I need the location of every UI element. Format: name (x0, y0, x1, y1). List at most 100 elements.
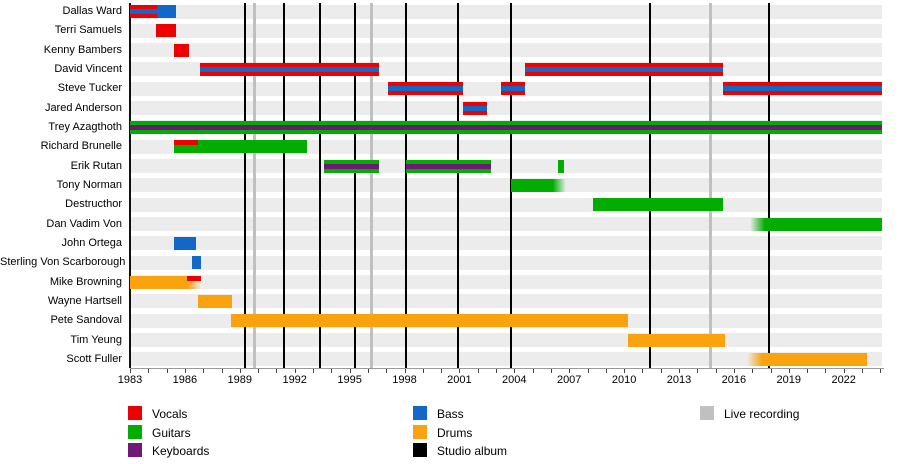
x-axis-tick (148, 369, 150, 373)
studio-album-line (354, 3, 357, 368)
x-axis-tick (770, 369, 772, 373)
keyboards-legend-swatch (128, 443, 142, 457)
timeline-bar (525, 62, 723, 76)
x-axis-tick (313, 369, 314, 373)
x-axis-label: 2001 (447, 374, 472, 386)
member-label: Mike Browning (49, 275, 122, 288)
y-axis-line (129, 3, 131, 368)
x-axis-tick (843, 369, 845, 373)
member-label: Pete Sandoval (50, 314, 122, 327)
x-axis-tick (587, 369, 589, 373)
x-axis-label: 1989 (227, 374, 253, 386)
x-axis-tick (715, 369, 717, 373)
timeline-bar (173, 140, 308, 154)
member-label: Destructhor (65, 198, 122, 211)
member-label: Dan Vadim Von (46, 217, 122, 230)
x-axis-tick (184, 369, 186, 373)
x-axis-tick (221, 369, 223, 373)
member-label: Kenny Bambers (43, 43, 122, 56)
x-axis-label: 1995 (337, 374, 362, 386)
timeline-bar (746, 352, 868, 366)
member-label: David Vincent (54, 62, 122, 75)
x-axis-tick (404, 369, 406, 373)
x-axis-tick (660, 369, 662, 373)
x-axis-tick (642, 369, 644, 373)
x-axis-tick (550, 369, 552, 373)
timeline-bar (722, 82, 883, 96)
timeline-bar (558, 159, 564, 173)
member-label: Jared Anderson (44, 101, 122, 114)
member-row-band (130, 294, 882, 309)
member-label: Scott Fuller (66, 352, 122, 365)
x-axis-tick (422, 369, 424, 373)
member-label: John Ortega (61, 236, 122, 249)
x-axis-label: 2013 (666, 374, 692, 386)
x-axis-tick (697, 369, 699, 373)
member-row-band (130, 4, 882, 19)
legend-label: Drums (437, 425, 473, 440)
timeline-bar (406, 159, 491, 173)
member-row-band (130, 23, 882, 38)
timeline-bar (627, 333, 725, 347)
x-axis-tick (825, 369, 827, 373)
timeline-bar (463, 101, 487, 115)
timeline-bar (501, 82, 526, 96)
timeline-bar (173, 43, 189, 57)
live-recording-line (708, 3, 712, 368)
timeline-bar (323, 159, 379, 173)
live-recording-line (370, 3, 374, 368)
timeline-bar (230, 314, 628, 328)
studio-album-line (456, 3, 459, 368)
legend-label: Keyboards (152, 444, 210, 458)
x-axis-label: 2004 (502, 374, 527, 386)
x-axis-label: 2016 (721, 374, 747, 386)
studio-album-line (767, 3, 770, 368)
x-axis-tick (569, 369, 571, 373)
x-axis-tick (294, 369, 296, 373)
x-axis-tick (276, 369, 278, 373)
bass-legend-swatch (413, 406, 427, 420)
x-axis-tick (752, 369, 754, 373)
timeline-bar (192, 256, 202, 270)
x-axis-tick (367, 369, 369, 373)
x-axis-tick (788, 369, 790, 373)
timeline-bar (130, 275, 202, 289)
member-row-band (130, 217, 882, 232)
legend-label: Guitars (152, 425, 191, 440)
guitars-legend-swatch (128, 424, 142, 439)
timeline-bar (510, 178, 566, 192)
legend-label: Bass (437, 407, 464, 421)
x-axis-tick (514, 369, 516, 373)
x-axis-tick (496, 369, 497, 373)
member-row-band (130, 255, 882, 270)
member-row-band (130, 178, 882, 193)
timeline-bar (155, 24, 176, 38)
timeline-bar (197, 294, 233, 308)
x-axis-label: 2007 (556, 374, 582, 386)
studio-album-legend-swatch (413, 443, 427, 457)
x-axis-label: 2019 (776, 374, 802, 386)
timeline-bar-overlay (173, 140, 198, 146)
member-row-band (130, 139, 882, 154)
member-label: Richard Brunelle (40, 140, 122, 153)
member-label: Sterling Von Scarborough (0, 256, 126, 269)
member-label: Tony Norman (56, 178, 122, 191)
timeline-bar (173, 236, 196, 250)
timeline-bar (157, 5, 176, 18)
live-recording-line (252, 3, 256, 368)
x-axis-label: 2022 (831, 374, 856, 386)
x-axis-tick (862, 369, 863, 373)
x-axis-tick (459, 369, 461, 373)
x-axis-tick (166, 369, 168, 373)
legend-label: Studio album (437, 444, 508, 458)
x-axis-tick (807, 369, 809, 373)
x-axis-tick (624, 369, 626, 373)
member-row-band (130, 159, 882, 174)
x-axis-tick (532, 369, 534, 373)
timeline-bar (750, 217, 883, 231)
x-axis-tick (605, 369, 607, 373)
studio-album-line (244, 3, 247, 368)
x-axis-tick (258, 369, 260, 373)
timeline-bar (388, 82, 464, 96)
member-label: Trey Azagthoth (48, 120, 122, 133)
